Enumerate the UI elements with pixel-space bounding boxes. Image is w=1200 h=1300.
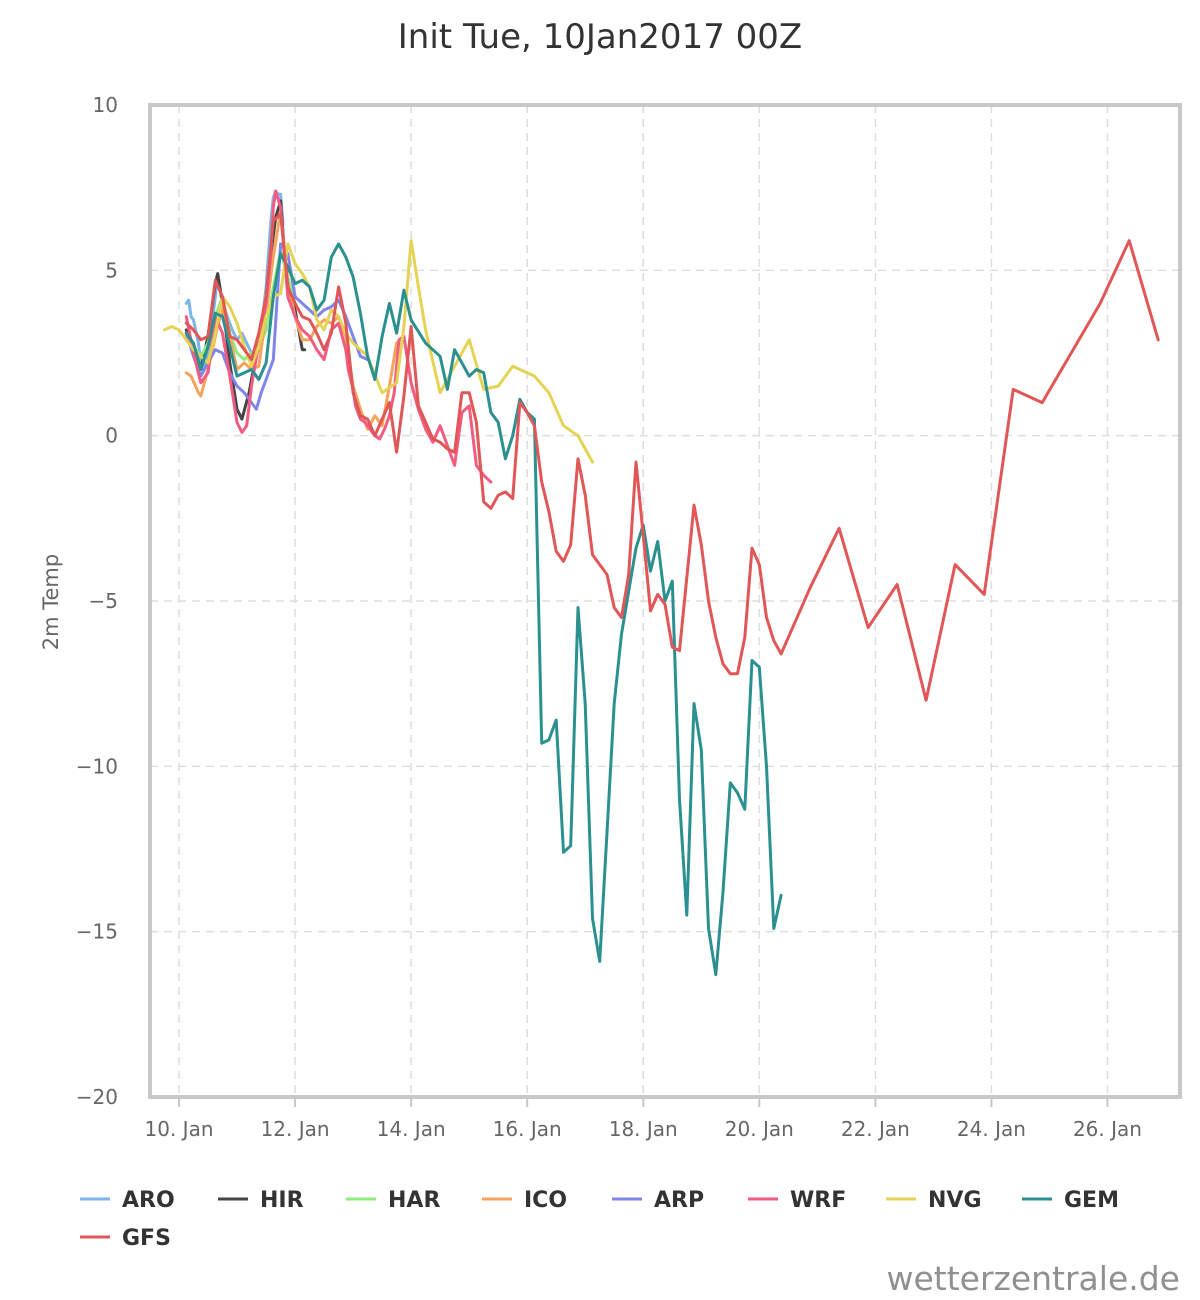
x-tick-label: 16. Jan (493, 1117, 562, 1141)
legend-item-wrf[interactable]: WRF (748, 1188, 846, 1213)
chart-title: Init Tue, 10Jan2017 00Z (398, 17, 802, 57)
series-line-gfs (184, 212, 1160, 702)
x-axis-ticks: 10. Jan 12. Jan 14. Jan 16. Jan 18. Jan 20. J… (145, 1097, 1142, 1141)
legend-label: GEM (1064, 1188, 1119, 1213)
legend-item-har[interactable]: HAR (346, 1188, 440, 1213)
y-tick-label: −5 (89, 589, 118, 613)
credit-text[interactable]: wetterzentrale.de (886, 1259, 1180, 1298)
legend-item-gfs[interactable]: GFS (80, 1226, 171, 1251)
y-axis-ticks: 10 5 0 −5 −10 −15 −20 (76, 93, 118, 1109)
legend-label: GFS (122, 1226, 171, 1251)
legend-label: HIR (260, 1188, 304, 1213)
x-tick-label: 14. Jan (377, 1117, 446, 1141)
legend-label: NVG (928, 1188, 982, 1213)
y-tick-label: 0 (105, 424, 118, 448)
y-tick-label: −15 (76, 920, 118, 944)
x-tick-label: 18. Jan (609, 1117, 678, 1141)
legend-label: ARO (122, 1188, 175, 1213)
y-tick-label: −20 (76, 1085, 118, 1109)
legend-label: ICO (524, 1188, 567, 1213)
legend-item-ico[interactable]: ICO (482, 1188, 567, 1213)
x-tick-label: 26. Jan (1073, 1117, 1142, 1141)
y-tick-label: 10 (93, 93, 118, 117)
series-line-wrf (184, 189, 493, 484)
legend-item-gem[interactable]: GEM (1022, 1188, 1119, 1213)
y-tick-label: −10 (76, 754, 118, 778)
legend-label: ARP (654, 1188, 704, 1213)
x-tick-label: 10. Jan (145, 1117, 214, 1141)
x-tick-label: 22. Jan (841, 1117, 910, 1141)
x-tick-label: 20. Jan (725, 1117, 794, 1141)
plot-frame (148, 103, 1182, 1099)
x-tick-label: 12. Jan (261, 1117, 330, 1141)
legend[interactable]: ARO HIR HAR ICO ARP WRF NVG GEM GFS (80, 1188, 1119, 1251)
legend-item-hir[interactable]: HIR (218, 1188, 304, 1213)
y-axis-title: 2m Temp (39, 554, 63, 650)
legend-item-nvg[interactable]: NVG (886, 1188, 982, 1213)
x-tick-label: 24. Jan (957, 1117, 1026, 1141)
legend-label: HAR (388, 1188, 440, 1213)
gridlines (150, 105, 1180, 1097)
legend-label: WRF (790, 1188, 846, 1213)
legend-item-aro[interactable]: ARO (80, 1188, 175, 1213)
legend-item-arp[interactable]: ARP (612, 1188, 704, 1213)
y-tick-label: 5 (105, 258, 118, 282)
series-lines (163, 189, 1160, 977)
series-line-gem (184, 242, 783, 977)
